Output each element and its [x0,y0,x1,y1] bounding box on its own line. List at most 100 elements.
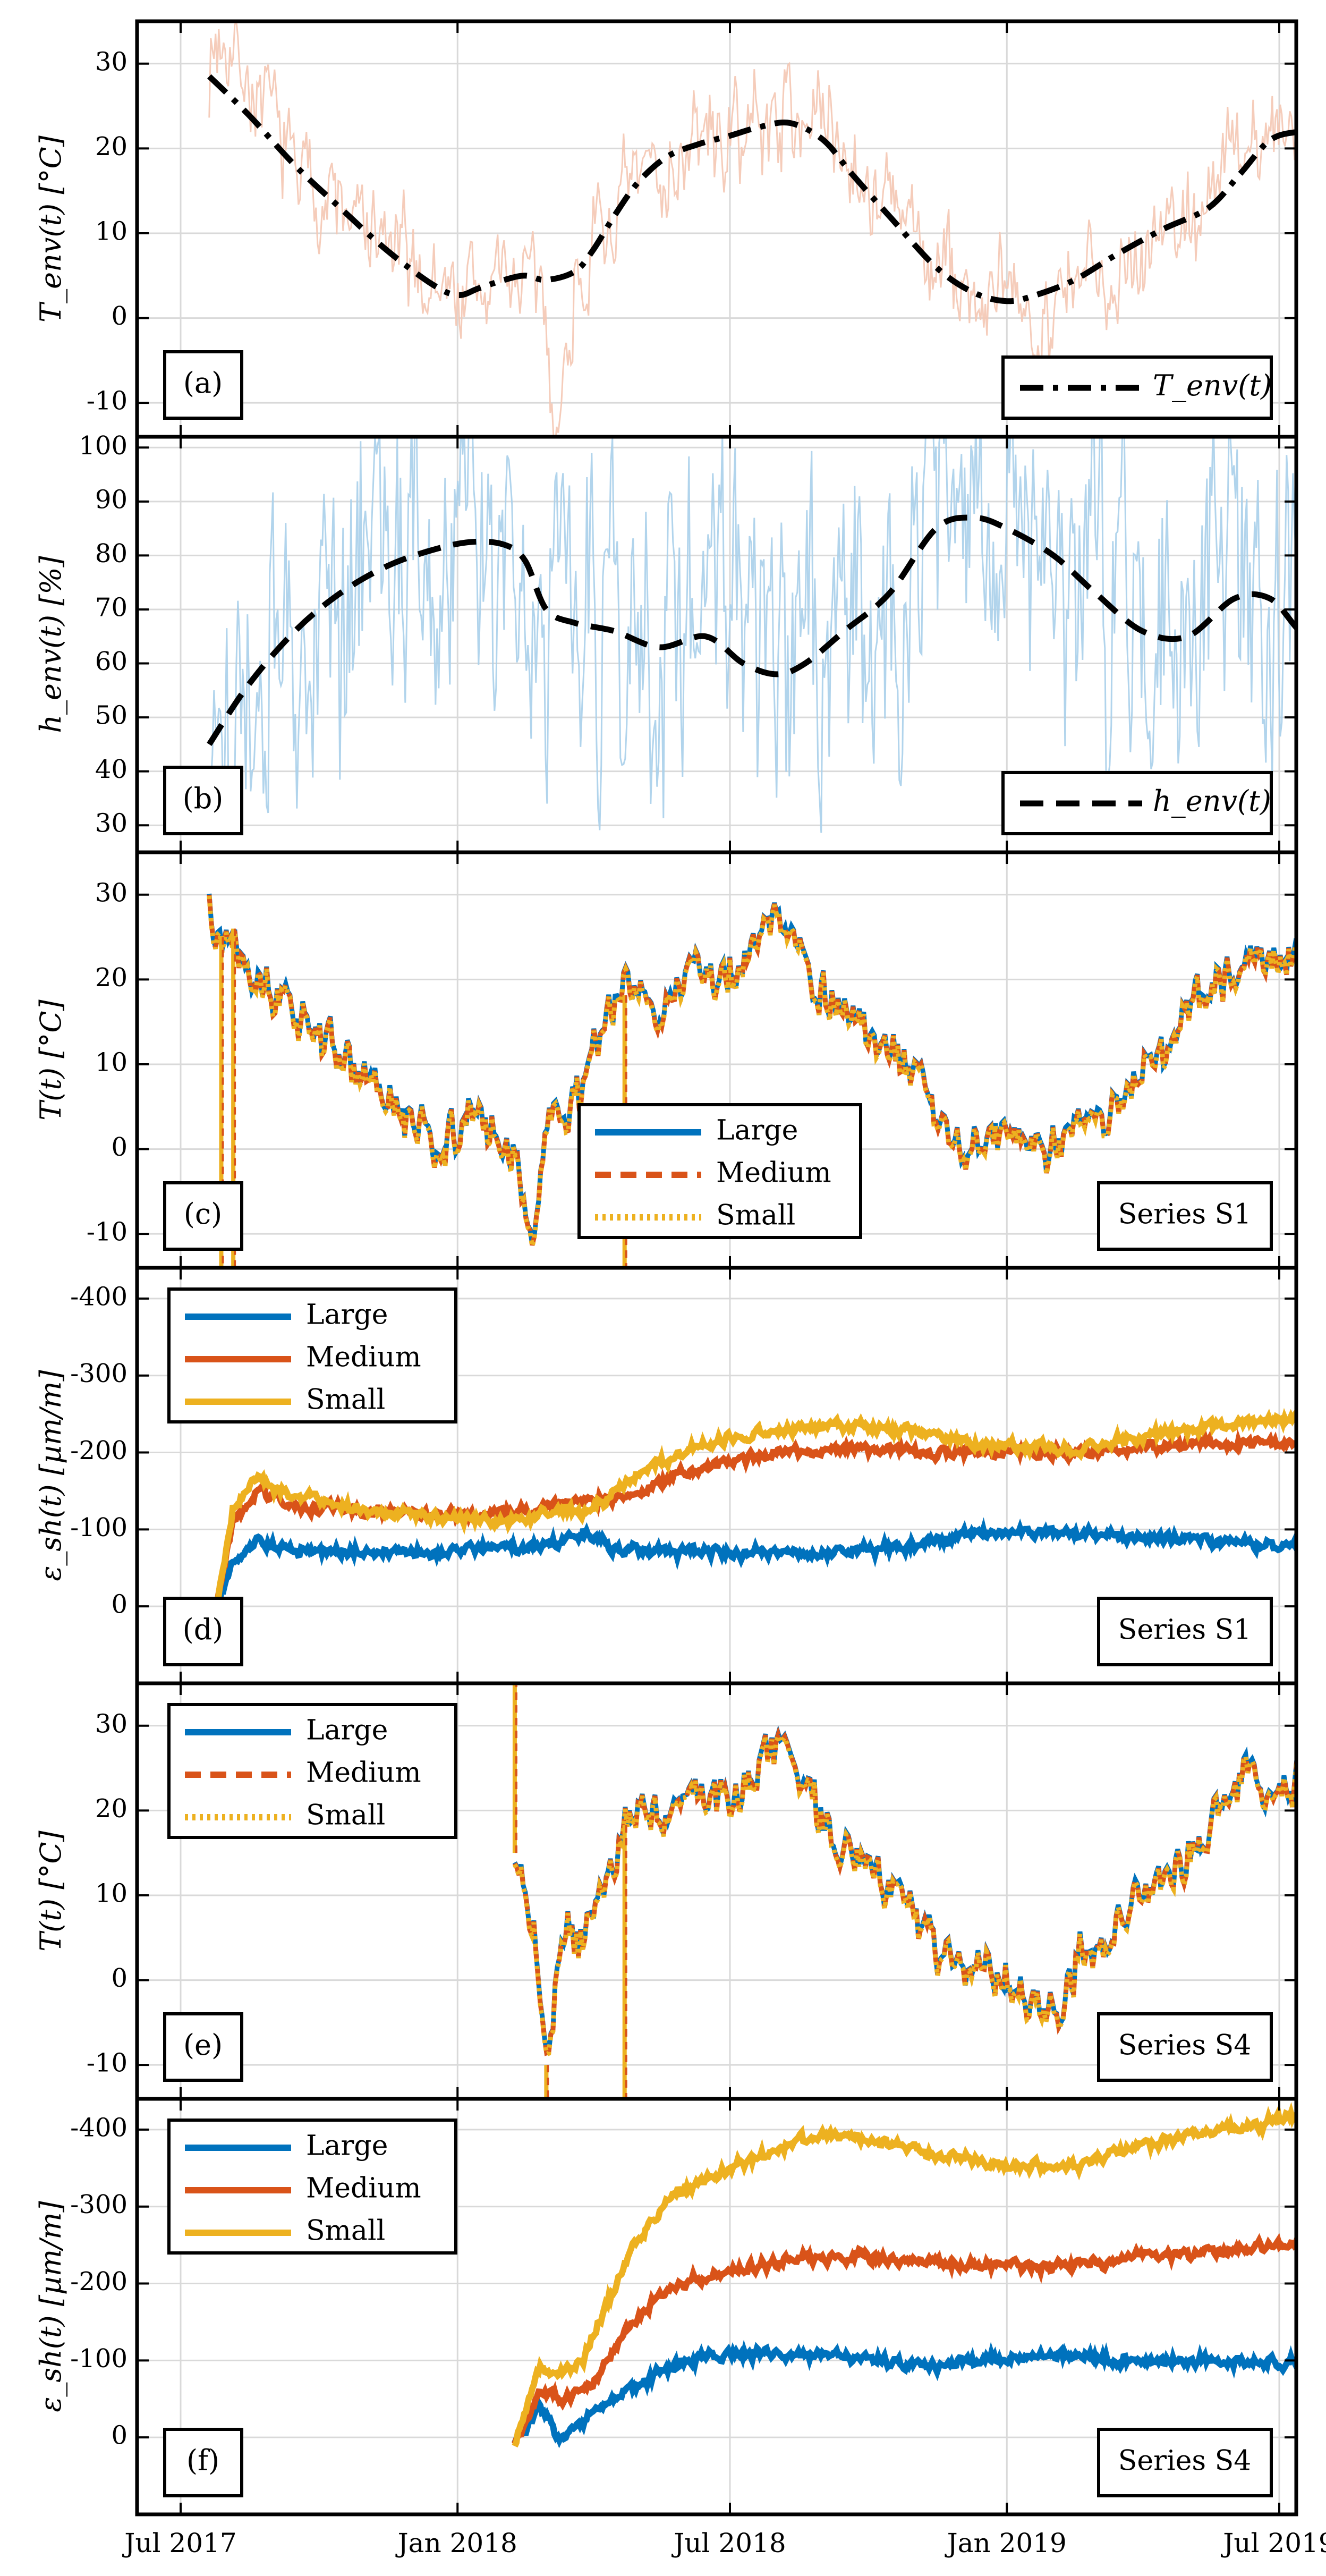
panel-a: 30 20 10 0 -10 T_env(t) [°C] (a) T_env(t) [34,19,1298,439]
panel-label-b: (b) [163,766,243,835]
panel-label-text: (c) [184,1197,222,1231]
x-tick-label: Jul 2018 [671,2528,786,2558]
y-tick-label: -300 [70,1359,128,1388]
series-tag-text: Series S1 [1118,1199,1252,1231]
panel-label-text: (a) [183,366,223,400]
panel-f: -400 -300 -200 -100 0 ε_sh(t) [µm/m] (f) Series… [34,2097,1298,2516]
strain-series-small [512,2102,1296,2448]
y-tick-label: 20 [95,1794,128,1824]
y-tick-label: -10 [87,1217,128,1247]
temperature-series-medium [512,1726,1296,2056]
panel-b: 100 90 80 70 60 50 40 30 h_env(t) [%] (b) h_env(t) [34,431,1298,854]
y-tick-label: 10 [95,1047,128,1077]
y-tick-label: 0 [111,1132,128,1162]
y-tick-label: -10 [87,2048,128,2078]
y-tick-label: 0 [111,1963,128,1993]
series-tag-text: Series S4 [1118,2030,1252,2062]
series-tag-c: Series S1 [1097,1181,1273,1251]
y-tick-label: 30 [95,809,128,838]
legend-entry-label: Large [306,2130,388,2162]
strain-series-medium [214,1427,1296,1609]
y-tick-label: 40 [95,755,128,784]
panel-label-e: (e) [163,2012,243,2082]
axes-frame-f [135,2097,1298,2516]
legend-entry-label: Medium [306,1757,421,1789]
strain-series-large [512,2340,1296,2448]
series-tag-d: Series S1 [1097,1597,1273,1666]
y-axis-label: T(t) [°C] [34,999,67,1120]
panel-label-text: (f) [186,2444,219,2477]
legend-entry-label: Medium [306,1342,421,1374]
y-tick-label: -10 [87,386,128,416]
panel-label-text: (e) [183,2028,223,2062]
y-tick-label: 10 [95,216,128,246]
panel-label-c: (c) [163,1181,243,1251]
y-tick-label: 30 [95,1709,128,1739]
y-tick-label: -100 [70,2344,128,2374]
plot-area-d [214,1408,1296,1609]
legend-entry-label: Large [306,1299,388,1331]
y-tick-label: -200 [70,2267,128,2297]
legend-entry-label: h_env(t) [1153,784,1271,818]
legend-entry-label: Small [306,1384,385,1416]
y-tick-label: 100 [79,431,128,461]
y-tick-label: -400 [70,2113,128,2142]
plot-area-e [512,1683,1296,2099]
panel-e: 30 20 10 0 -10 T(t) [°C] (e) Series S4 Large Medi… [34,1681,1298,2101]
strain-series-small [214,1408,1296,1604]
y-tick-label: -400 [70,1282,128,1311]
legend-entry-label: Large [306,1715,388,1747]
temperature-series-small [512,1727,1296,2057]
legend-entry-label: T_env(t) [1153,369,1272,402]
x-tick-label: Jan 2018 [395,2528,517,2558]
series-tag-text: Series S1 [1118,1614,1252,1646]
x-tick-label: Jul 2017 [122,2528,236,2558]
y-axis-label: T(t) [°C] [34,1830,67,1951]
panel-label-a: (a) [163,350,243,420]
y-tick-label: 20 [95,963,128,993]
legend-entry-label: Small [306,1800,385,1832]
y-axis-label: h_env(t) [%] [34,555,67,733]
raw-data-series [208,21,1296,437]
y-tick-label: 30 [95,878,128,908]
x-tick-label: Jan 2019 [945,2528,1067,2558]
panel-label-f: (f) [163,2428,243,2497]
y-tick-label: 0 [111,301,128,331]
plot-area-f [512,2102,1296,2448]
y-tick-label: 20 [95,132,128,162]
y-tick-label: 80 [95,539,128,569]
y-tick-label: -100 [70,1513,128,1543]
series-tag-text: Series S4 [1118,2445,1252,2477]
smoothed-series-a [207,74,1296,304]
smoothed-series-b [207,514,1296,746]
legend-d: Large Medium Small [167,1287,457,1423]
legend-entry-label: Medium [306,2173,421,2205]
legend-entry-label: Large [716,1115,798,1147]
temperature-series-small [207,895,1296,1247]
strain-series-large [214,1517,1296,1609]
y-axis-label: ε_sh(t) [µm/m] [34,2200,67,2412]
legend-f: Large Medium Small [167,2119,457,2255]
panel-label-d: (d) [163,1597,243,1666]
series-tag-e: Series S4 [1097,2012,1273,2082]
y-tick-label: 10 [95,1878,128,1908]
strain-series-medium [512,2233,1296,2445]
plot-area-b [207,437,1296,833]
y-tick-label: -300 [70,2190,128,2219]
y-tick-label: 90 [95,485,128,514]
legend-c: Large Medium Small [577,1103,862,1239]
temperature-series-large [512,1725,1296,2055]
y-tick-label: 50 [95,701,128,731]
panel-label-text: (d) [183,1613,224,1646]
plot-area-a [207,21,1296,437]
series-tag-f: Series S4 [1097,2428,1273,2497]
panel-d: -400 -300 -200 -100 0 ε_sh(t) [µm/m] (d) Series… [34,1266,1298,1685]
panel-label-text: (b) [183,782,224,815]
y-tick-label: -200 [70,1436,128,1465]
panel-c: 30 20 10 0 -10 T(t) [°C] (c) Series S1 Large Medi… [34,850,1298,1270]
legend-entry-label: Small [306,2215,385,2247]
y-tick-label: 0 [111,1590,128,1620]
legend-entry-label: Small [716,1200,795,1232]
legend-entry-label: Medium [716,1157,831,1189]
